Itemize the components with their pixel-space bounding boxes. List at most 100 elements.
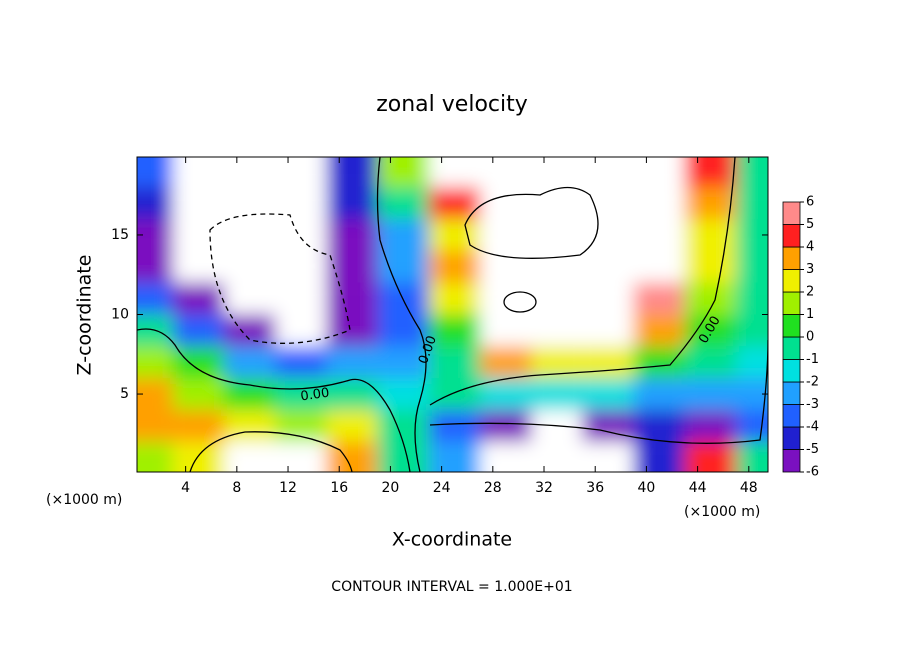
- field-cell: [582, 441, 634, 472]
- field-cell: [633, 378, 685, 410]
- colorbar-box: [782, 336, 801, 360]
- field-cell: [480, 314, 532, 347]
- field-cell: [377, 187, 429, 220]
- x-tick-label: 36: [586, 480, 604, 496]
- field-cell: [736, 250, 768, 283]
- field-cell: [275, 378, 327, 410]
- field-cell: [531, 157, 583, 188]
- colorbar-box: [782, 449, 801, 473]
- x-tick-label: 44: [689, 480, 707, 496]
- field-cell: [326, 157, 378, 188]
- y-tick-label: 15: [111, 227, 129, 243]
- colorbar-box: [782, 404, 801, 428]
- field-cell: [582, 157, 634, 188]
- field-cell: [224, 250, 276, 283]
- colorbar-tick-label: -1: [806, 352, 819, 367]
- colorbar-tick-label: -6: [806, 465, 819, 480]
- field-cell: [275, 187, 327, 220]
- field-cell: [172, 187, 225, 220]
- x-tick-label: 28: [484, 480, 502, 496]
- field-cell: [275, 314, 327, 347]
- colorbar-tick-label: 0: [806, 330, 814, 345]
- field-cell: [531, 314, 583, 347]
- x-axis-label: X-coordinate: [392, 529, 512, 551]
- field-cell: [633, 314, 685, 347]
- colorbar-tick-label: 3: [806, 262, 814, 277]
- field-cell: [480, 378, 532, 410]
- contour-line: [189, 431, 353, 472]
- field-cell: [428, 282, 481, 315]
- field-cell: [480, 441, 532, 472]
- x-tick-label: 32: [535, 480, 553, 496]
- x-tick-label: 48: [740, 480, 758, 496]
- field-cell: [172, 219, 225, 251]
- field-cells: [137, 157, 768, 472]
- field-cell: [684, 250, 737, 283]
- field: [137, 157, 768, 472]
- field-cell: [326, 187, 378, 220]
- contour-line: [376, 157, 427, 472]
- field-cell: [224, 346, 276, 379]
- field-cell: [172, 409, 225, 442]
- field-cell: [428, 346, 481, 379]
- field-cell: [480, 187, 532, 220]
- footer: CONTOUR INTERVAL = 1.000E+01: [331, 579, 572, 595]
- contours: [137, 157, 768, 472]
- field-cell: [633, 346, 685, 379]
- field-cell: [736, 441, 768, 472]
- field-cell: [137, 346, 173, 379]
- field-cell: [633, 157, 685, 188]
- field-cell: [326, 441, 378, 472]
- field-cell: [684, 314, 737, 347]
- field-cell: [137, 314, 173, 347]
- contour-line: [464, 186, 599, 259]
- field-cell: [172, 314, 225, 347]
- x-tick-label: 8: [232, 480, 241, 496]
- field-cell: [480, 346, 532, 379]
- field-cell: [684, 219, 737, 251]
- field-cell: [633, 282, 685, 315]
- field-cell: [172, 157, 225, 188]
- field-cell: [275, 346, 327, 379]
- field-cell: [531, 282, 583, 315]
- field-cell: [582, 409, 634, 442]
- field-cell: [684, 157, 737, 188]
- field-cell: [428, 314, 481, 347]
- contour-label: 0.00: [300, 386, 331, 405]
- field-cell: [137, 409, 173, 442]
- field-cell: [428, 187, 481, 220]
- field-cell: [531, 441, 583, 472]
- colorbar-tick-label: -5: [806, 442, 819, 457]
- field-cell: [137, 441, 173, 472]
- field-cell: [736, 157, 768, 188]
- contour-line: [137, 328, 411, 472]
- y-tick-label: 10: [111, 307, 129, 323]
- field-cell: [736, 187, 768, 220]
- field-cell: [172, 250, 225, 283]
- field-cell: [137, 282, 173, 315]
- x-tick-label: 40: [637, 480, 655, 496]
- colorbar-box: [782, 201, 801, 225]
- colorbar-box: [782, 381, 801, 405]
- colorbar-box: [782, 314, 801, 338]
- x-tick-label: 4: [181, 480, 190, 496]
- colorbar-box: [782, 291, 801, 315]
- field-cell: [480, 219, 532, 251]
- colorbar-tick-label: -3: [806, 397, 819, 412]
- field-cell: [326, 346, 378, 379]
- field-cell: [224, 314, 276, 347]
- x-tick-label: 24: [433, 480, 451, 496]
- field-cell: [137, 157, 173, 188]
- field-cell: [326, 314, 378, 347]
- field-cell: [326, 250, 378, 283]
- field-cell: [224, 378, 276, 410]
- colorbar-box: [782, 224, 801, 248]
- field-cell: [137, 250, 173, 283]
- x-tick-label: 20: [382, 480, 400, 496]
- field-cell: [172, 378, 225, 410]
- field-cell: [480, 250, 532, 283]
- field-cell: [684, 346, 737, 379]
- field-cell: [224, 219, 276, 251]
- colorbar-tick-label: 4: [806, 240, 814, 255]
- field-cell: [428, 409, 481, 442]
